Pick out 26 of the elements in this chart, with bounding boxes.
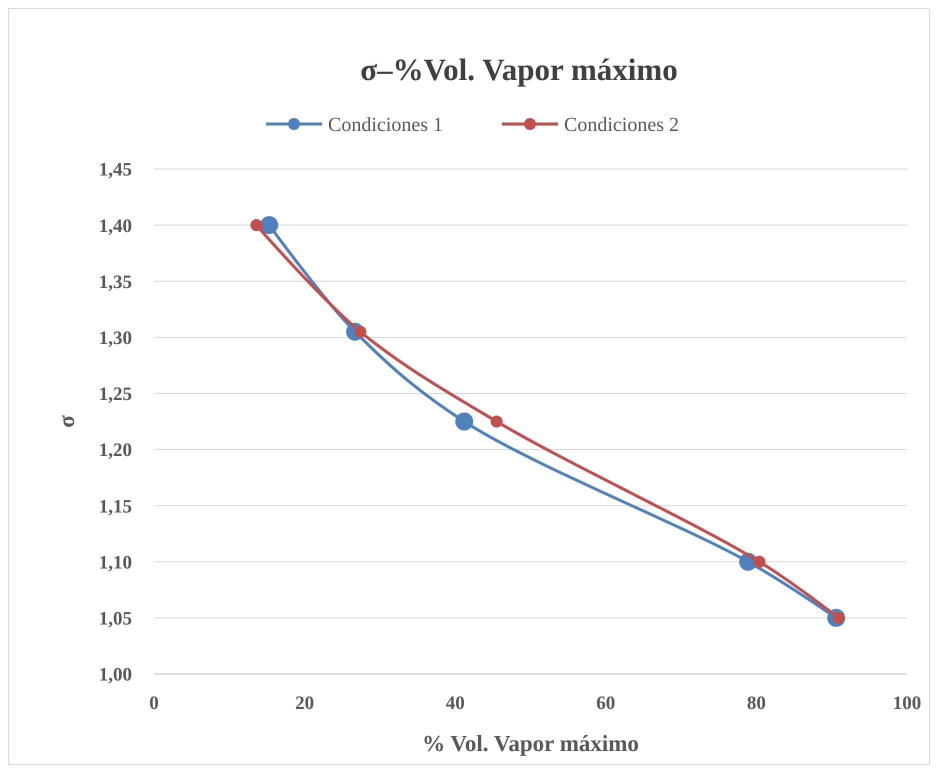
y-axis-title: σ [54,414,79,428]
point [250,219,262,232]
chart-title: σ–%Vol. Vapor máximo [360,52,678,87]
x-axis-title: % Vol. Vapor máximo [422,731,639,756]
y-tick-label: 1,00 [98,664,132,686]
point [490,416,503,428]
y-tick-label: 1,30 [98,328,132,349]
point [455,412,474,430]
y-tick-label: 1,35 [98,272,132,293]
y-tick-label: 1,20 [98,440,132,462]
x-tick-label: 100 [892,693,922,714]
y-tick-label: 1,15 [98,496,132,518]
x-tick-label: 40 [446,693,465,714]
x-tick-label: 60 [596,693,616,714]
point [260,216,278,234]
y-tick-label: 1,40 [98,216,132,237]
y-tick-label: 1,05 [98,608,132,630]
x-tick-label: 0 [149,693,159,714]
x-tick-label: 20 [295,693,314,714]
legend-label: Condiciones 2 [564,114,679,136]
y-tick-label: 1,10 [98,552,132,574]
y-tick-label: 1,25 [98,384,132,406]
x-tick-label: 80 [746,693,766,714]
y-tick-label: 1,45 [98,160,132,181]
point [753,556,766,568]
legend-label: Condiciones 1 [328,114,443,136]
